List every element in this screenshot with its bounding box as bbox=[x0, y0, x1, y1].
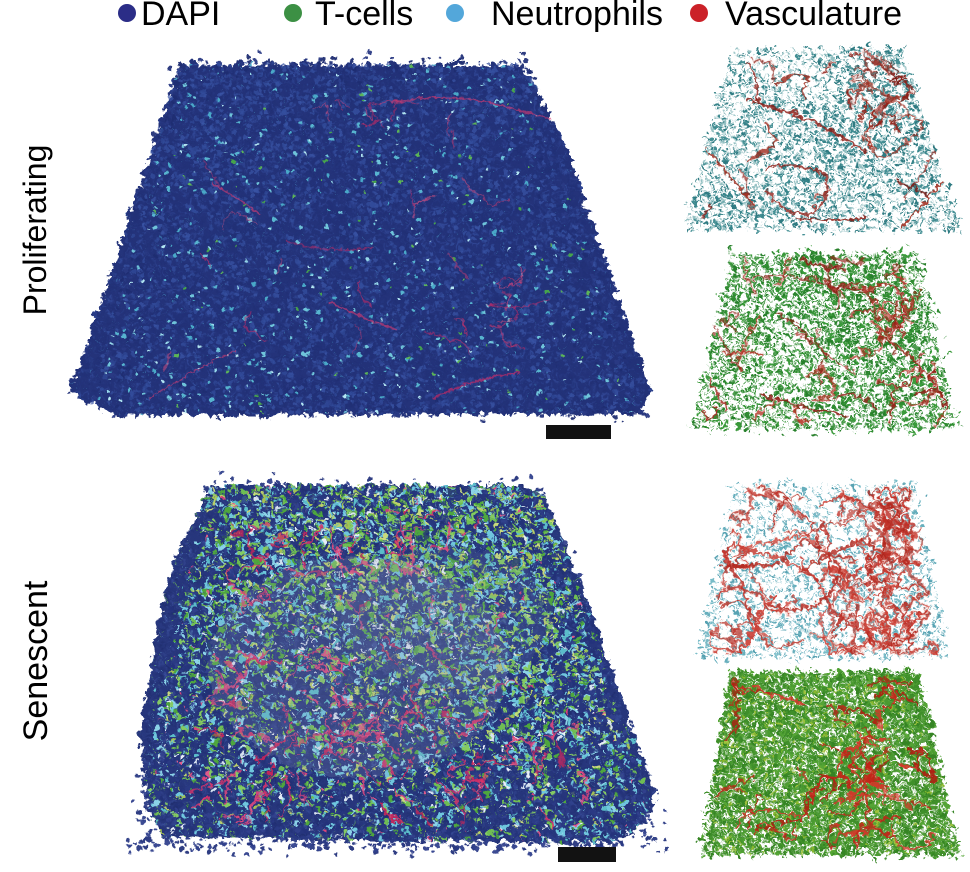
svg-text:Senescent: Senescent bbox=[17, 580, 55, 741]
svg-text:T-cells: T-cells bbox=[315, 0, 413, 33]
svg-text:Vasculature: Vasculature bbox=[725, 0, 902, 33]
svg-text:DAPI: DAPI bbox=[141, 0, 220, 33]
svg-text:Neutrophils: Neutrophils bbox=[491, 0, 663, 33]
svg-text:Proliferating: Proliferating bbox=[17, 145, 53, 316]
